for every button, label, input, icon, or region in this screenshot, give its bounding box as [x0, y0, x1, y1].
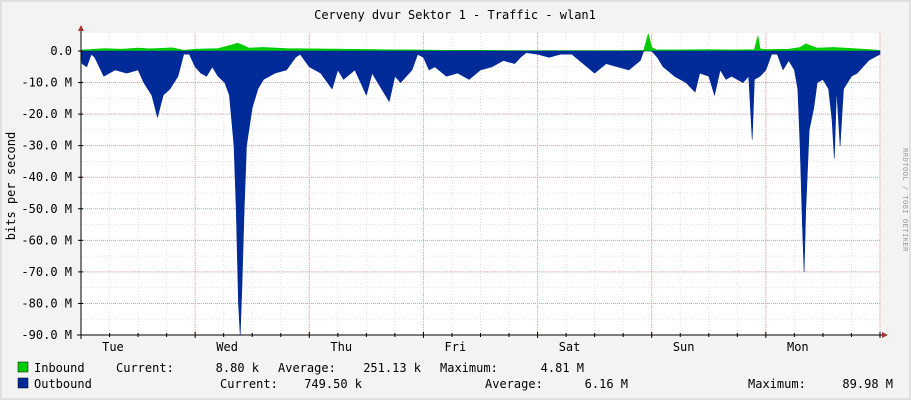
grid-major [80, 33, 881, 336]
axes-layer [77, 25, 888, 339]
x-tick-label: Wed [216, 340, 238, 354]
y-tick-label: -40.0 M [21, 170, 72, 184]
y-tick-label: -20.0 M [21, 107, 72, 121]
y-tick-label: -10.0 M [21, 76, 72, 90]
legend-outbound: Outbound Current: 749.50 k Average: 6.16… [17, 377, 893, 391]
y-tick-label: -80.0 M [21, 296, 72, 310]
series-layer [80, 33, 881, 336]
chart-title: Cerveny dvur Sektor 1 - Traffic - wlan1 [314, 8, 596, 22]
legend-outbound-swatch [17, 377, 29, 389]
series-area-inbound [81, 33, 881, 52]
x-axis-arrow [882, 332, 888, 338]
legend-inbound-maximum-label: Maximum: [440, 361, 498, 375]
y-tick-label: -90.0 M [21, 328, 72, 342]
x-tick-label: Sat [559, 340, 581, 354]
y-axis-label: bits per second [4, 132, 18, 240]
legend-outbound-maximum-label: Maximum: [748, 377, 806, 391]
legend-inbound-swatch [17, 361, 29, 373]
x-tick-label: Mon [787, 340, 809, 354]
y-tick-label: -60.0 M [21, 233, 72, 247]
x-tick-label: Sun [673, 340, 695, 354]
legend-outbound-average-label: Average: [485, 377, 543, 391]
y-tick-label: -30.0 M [21, 139, 72, 153]
legend-outbound-current-label: Current: [220, 377, 278, 391]
legend-outbound-current: 749.50 k [304, 377, 363, 391]
y-tick-label: 0.0 [50, 44, 72, 58]
legend: Inbound Current: 8.80 k Average: 251.13 … [17, 361, 893, 391]
y-tick-labels: 0.0 -10.0 M -20.0 M -30.0 M -40.0 M -50.0 M -6… [21, 44, 72, 342]
legend-inbound-current-label: Current: [116, 361, 174, 375]
side-credit-label: RRDTOOL / TOBI OETIKER [901, 148, 909, 252]
x-tick-label: Tue [102, 340, 124, 354]
legend-inbound-name: Inbound [34, 361, 85, 375]
x-tick-label: Fri [445, 340, 467, 354]
legend-inbound-maximum: 4.81 M [541, 361, 584, 375]
series-area-outbound [80, 50, 881, 336]
y-tick-label: -70.0 M [21, 265, 72, 279]
x-tick-label: Thu [330, 340, 352, 354]
legend-inbound: Inbound Current: 8.80 k Average: 251.13 … [17, 361, 584, 375]
legend-outbound-average: 6.16 M [585, 377, 628, 391]
x-tick-labels: Tue Wed Thu Fri Sat Sun Mon [102, 340, 809, 354]
legend-inbound-average-label: Average: [278, 361, 336, 375]
y-axis-arrow [78, 25, 84, 31]
y-tick-label: -50.0 M [21, 202, 72, 216]
legend-inbound-average: 251.13 k [363, 361, 422, 375]
legend-outbound-maximum: 89.98 M [842, 377, 893, 391]
legend-inbound-current: 8.80 k [216, 361, 260, 375]
legend-outbound-name: Outbound [34, 377, 92, 391]
